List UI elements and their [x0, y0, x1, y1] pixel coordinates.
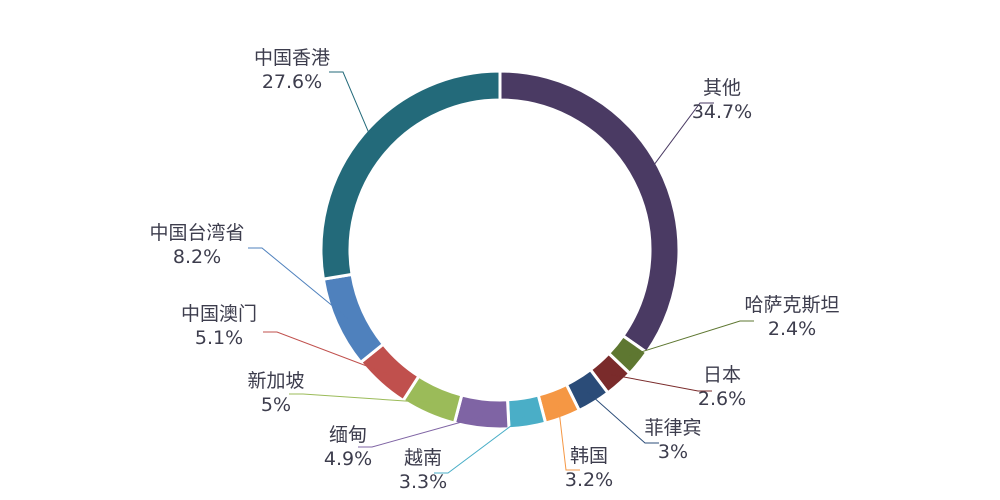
leader-line-1 — [629, 320, 754, 357]
slice-value-8: 5.1% — [195, 327, 243, 349]
slice-value-3: 3% — [658, 441, 688, 463]
leader-line-9 — [248, 247, 348, 319]
slice-value-9: 8.2% — [173, 246, 221, 268]
slice-value-4: 3.2% — [565, 469, 613, 491]
slice-label-9: 中国台湾省 — [149, 222, 244, 244]
slice-label-7: 新加坡 — [247, 370, 304, 392]
slice-9 — [321, 272, 386, 365]
leader-line-4 — [558, 406, 580, 471]
leader-line-7 — [289, 393, 433, 404]
slice-label-6: 缅甸 — [329, 424, 367, 446]
slice-value-7: 5% — [261, 394, 291, 416]
leader-line-10 — [329, 71, 374, 143]
slice-value-2: 2.6% — [698, 388, 746, 410]
slice-value-1: 2.4% — [768, 318, 816, 340]
slice-10 — [319, 69, 502, 281]
slice-label-5: 越南 — [404, 447, 442, 469]
slice-value-0: 34.7% — [692, 101, 752, 123]
slice-6 — [452, 393, 511, 431]
slice-label-1: 哈萨克斯坦 — [744, 294, 839, 316]
slice-label-4: 韩国 — [570, 445, 608, 467]
donut-slices — [319, 69, 681, 431]
leader-lines — [248, 71, 754, 474]
leader-line-0 — [647, 102, 714, 174]
slice-value-6: 4.9% — [324, 448, 372, 470]
slice-value-10: 27.6% — [262, 71, 322, 93]
slice-value-5: 3.3% — [399, 471, 447, 493]
leader-line-2 — [611, 374, 712, 392]
leader-line-6 — [358, 415, 483, 448]
leader-line-8 — [263, 331, 389, 375]
slice-label-8: 中国澳门 — [181, 303, 257, 325]
slice-label-10: 中国香港 — [254, 47, 330, 69]
slice-label-3: 菲律宾 — [644, 417, 701, 439]
leader-line-3 — [587, 391, 659, 444]
slice-label-2: 日本 — [703, 364, 741, 386]
slice-label-0: 其他 — [703, 77, 741, 99]
leader-line-5 — [434, 414, 526, 474]
slice-0 — [498, 69, 681, 355]
